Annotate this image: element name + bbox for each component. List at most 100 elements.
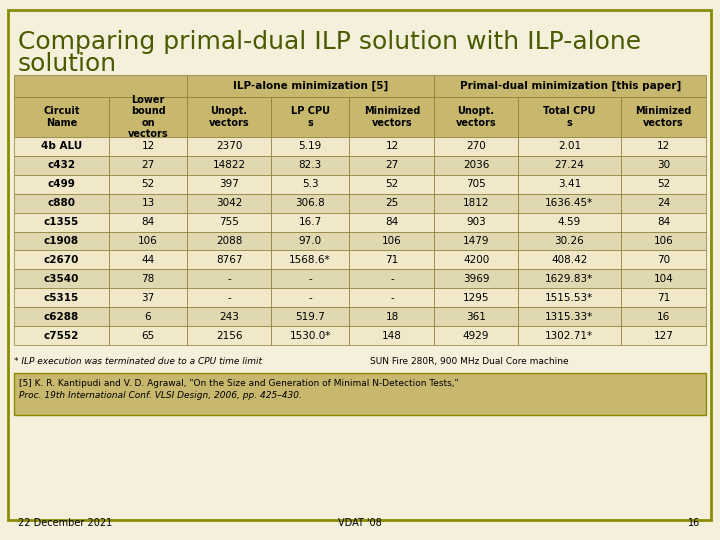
Text: -: -: [308, 274, 312, 284]
Text: 1315.33*: 1315.33*: [545, 312, 593, 322]
Bar: [621, 97, 706, 137]
Text: 65: 65: [141, 330, 155, 341]
Bar: [621, 175, 706, 194]
Text: 22 December 2021: 22 December 2021: [18, 518, 112, 528]
Bar: [187, 194, 271, 213]
Bar: [14, 75, 187, 97]
Bar: [518, 326, 621, 345]
Bar: [349, 288, 434, 307]
Text: 52: 52: [385, 179, 399, 190]
Text: 106: 106: [382, 236, 402, 246]
Text: 1479: 1479: [463, 236, 490, 246]
Bar: [518, 156, 621, 175]
Text: 18: 18: [385, 312, 399, 322]
Bar: [621, 194, 706, 213]
Bar: [349, 175, 434, 194]
Text: 5.3: 5.3: [302, 179, 318, 190]
Text: 16: 16: [657, 312, 670, 322]
Text: VDAT '08: VDAT '08: [338, 518, 382, 528]
Bar: [14, 175, 109, 194]
Text: 84: 84: [385, 217, 399, 227]
Text: c499: c499: [48, 179, 75, 190]
Text: Unopt.
vectors: Unopt. vectors: [456, 106, 496, 128]
Bar: [621, 232, 706, 251]
Bar: [434, 137, 518, 156]
Text: 148: 148: [382, 330, 402, 341]
Text: * ILP execution was terminated due to a CPU time limit: * ILP execution was terminated due to a …: [14, 357, 262, 366]
Text: -: -: [228, 293, 231, 303]
Text: 1302.71*: 1302.71*: [545, 330, 593, 341]
Text: 1568.6*: 1568.6*: [289, 255, 331, 265]
Text: 1530.0*: 1530.0*: [289, 330, 330, 341]
Text: Comparing primal-dual ILP solution with ILP-alone: Comparing primal-dual ILP solution with …: [18, 30, 641, 54]
Bar: [434, 288, 518, 307]
Bar: [434, 194, 518, 213]
Bar: [14, 194, 109, 213]
Text: Primal-dual minimization [this paper]: Primal-dual minimization [this paper]: [459, 81, 681, 91]
Text: -: -: [390, 293, 394, 303]
Bar: [14, 307, 109, 326]
Text: [5] K. R. Kantipudi and V. D. Agrawal, "On the Size and Generation of Minimal N-: [5] K. R. Kantipudi and V. D. Agrawal, "…: [19, 379, 459, 388]
Text: Unopt.
vectors: Unopt. vectors: [209, 106, 249, 128]
Text: 13: 13: [141, 198, 155, 208]
Bar: [109, 232, 187, 251]
Text: 1515.53*: 1515.53*: [545, 293, 593, 303]
Text: 24: 24: [657, 198, 670, 208]
Text: solution: solution: [18, 52, 117, 76]
Text: 903: 903: [466, 217, 486, 227]
Bar: [109, 307, 187, 326]
Bar: [518, 307, 621, 326]
Text: 5.19: 5.19: [299, 141, 322, 151]
Bar: [14, 251, 109, 269]
Text: 1295: 1295: [463, 293, 490, 303]
Bar: [271, 156, 349, 175]
Text: 270: 270: [466, 141, 486, 151]
Text: ILP-alone minimization [5]: ILP-alone minimization [5]: [233, 81, 389, 91]
Bar: [349, 307, 434, 326]
Bar: [14, 373, 706, 415]
Text: 2156: 2156: [216, 330, 243, 341]
Text: 3969: 3969: [463, 274, 490, 284]
Bar: [518, 194, 621, 213]
Bar: [271, 307, 349, 326]
Text: Minimized
vectors: Minimized vectors: [364, 106, 420, 128]
Bar: [434, 269, 518, 288]
Text: -: -: [308, 293, 312, 303]
Bar: [434, 251, 518, 269]
Bar: [518, 137, 621, 156]
Bar: [109, 194, 187, 213]
Bar: [187, 175, 271, 194]
Bar: [109, 175, 187, 194]
Bar: [434, 326, 518, 345]
Text: 361: 361: [466, 312, 486, 322]
Bar: [349, 232, 434, 251]
Bar: [518, 269, 621, 288]
Bar: [271, 232, 349, 251]
Text: Lower
bound
on
vectors: Lower bound on vectors: [127, 94, 168, 139]
Text: 2036: 2036: [463, 160, 490, 170]
Bar: [518, 213, 621, 232]
Bar: [434, 213, 518, 232]
Bar: [349, 137, 434, 156]
Text: 106: 106: [654, 236, 673, 246]
Text: 27: 27: [385, 160, 399, 170]
Text: 1812: 1812: [463, 198, 490, 208]
Text: 243: 243: [219, 312, 239, 322]
Bar: [187, 213, 271, 232]
Text: 71: 71: [657, 293, 670, 303]
Bar: [187, 75, 434, 97]
Bar: [14, 156, 109, 175]
Text: 14822: 14822: [212, 160, 246, 170]
Text: 12: 12: [385, 141, 399, 151]
Text: 306.8: 306.8: [295, 198, 325, 208]
Bar: [621, 326, 706, 345]
Text: 397: 397: [219, 179, 239, 190]
Bar: [434, 156, 518, 175]
Text: c2670: c2670: [44, 255, 79, 265]
Bar: [109, 288, 187, 307]
Bar: [109, 137, 187, 156]
Bar: [621, 307, 706, 326]
Bar: [14, 288, 109, 307]
Bar: [518, 251, 621, 269]
Bar: [518, 232, 621, 251]
